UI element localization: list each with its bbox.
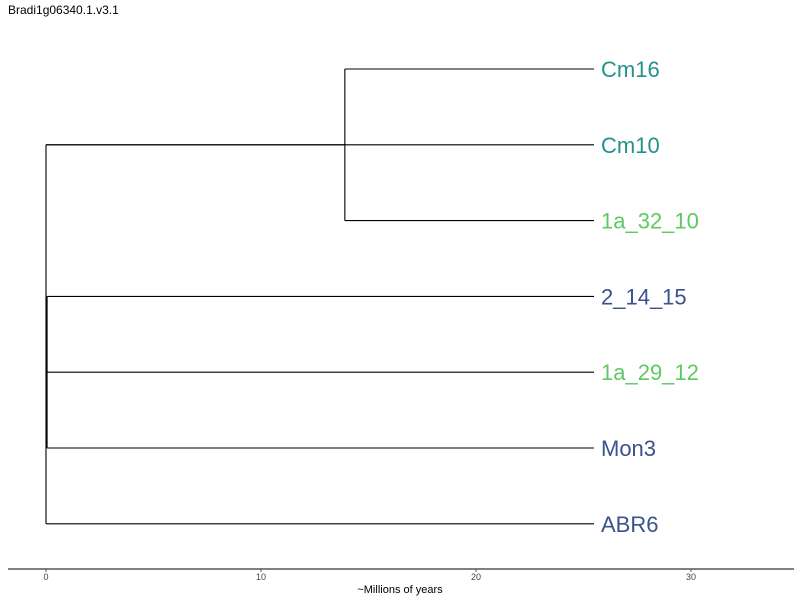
x-tick-label: 30 [686,572,696,582]
leaf-label: Cm10 [601,133,660,158]
leaf-label: Cm16 [601,57,660,82]
tree-branches [45,68,594,525]
leaf-label: 2_14_15 [601,284,687,309]
leaf-label: 1a_32_10 [601,209,699,234]
x-tick-label: 20 [471,572,481,582]
x-tick-label: 10 [256,572,266,582]
x-axis-label: ~Millions of years [357,584,443,596]
x-axis: 0 10 20 30 [8,568,794,582]
leaf-labels: Cm16 Cm10 1a_32_10 2_14_15 1a_29_12 Mon3 ABR6 [601,57,699,537]
leaf-label: 1a_29_12 [601,360,699,385]
leaf-label: ABR6 [601,512,658,537]
chart-title: Bradi1g06340.1.v3.1 [8,3,119,17]
x-tick-label: 0 [43,572,48,582]
leaf-label: Mon3 [601,436,656,461]
